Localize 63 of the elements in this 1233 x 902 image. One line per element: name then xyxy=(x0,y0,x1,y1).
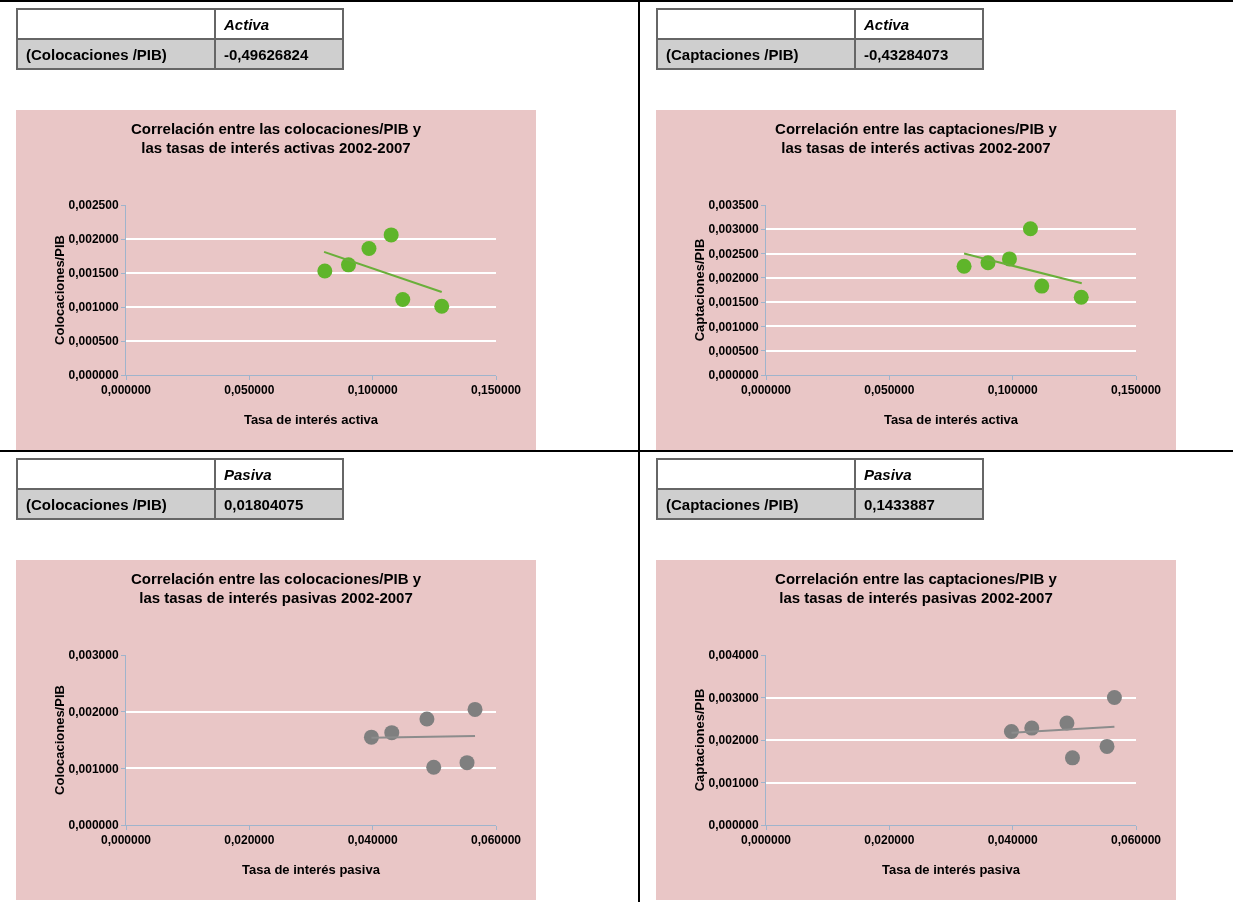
y-axis-title: Colocaciones/PIB xyxy=(51,235,67,345)
y-tick-label: 0,001000 xyxy=(708,775,759,790)
text: Activa xyxy=(215,9,343,39)
y-tick-label: 0,000000 xyxy=(708,368,759,383)
x-tick-label: 0,060000 xyxy=(1110,833,1162,848)
chart-title: Correlación entre las colocaciones/PIB y las tasas de interés pasivas 2002-2007 xyxy=(130,569,422,607)
x-tick-label: 0,050000 xyxy=(864,383,915,398)
y-tick-label: 0,001500 xyxy=(708,295,759,310)
y-tick-label: 0,004000 xyxy=(708,648,759,663)
x-tick-label: 0,060000 xyxy=(470,833,522,848)
y-tick-label: 0,001000 xyxy=(68,300,119,315)
y-tick-label: 0,003000 xyxy=(708,222,759,237)
text: 0,01804075 xyxy=(215,489,343,519)
chart-title: Correlación entre las captaciones/PIB y las tasas de interés pasivas 2002-2007 xyxy=(775,569,1058,607)
text: -0,43284073 xyxy=(855,39,983,69)
x-tick-label: 0,020000 xyxy=(224,833,275,848)
y-tick-label: 0,000000 xyxy=(68,368,119,383)
y-tick-label: 0,001500 xyxy=(68,266,119,281)
text: Pasiva xyxy=(215,459,343,489)
x-tick-label: 0,040000 xyxy=(987,833,1039,848)
y-tick-label: 0,002000 xyxy=(708,271,759,286)
y-tick-label: 0,002000 xyxy=(68,232,119,247)
y-axis-title: Captaciones/PIB xyxy=(691,688,707,792)
y-tick-label: 0,000500 xyxy=(708,343,759,358)
x-tick-label: 0,000000 xyxy=(740,383,792,398)
text: 0,1433887 xyxy=(855,489,983,519)
text: (Captaciones /PIB) xyxy=(657,39,855,69)
y-tick-label: 0,001000 xyxy=(708,319,759,334)
y-axis-title: Captaciones/PIB xyxy=(691,238,707,342)
x-axis-title: Tasa de interés activa xyxy=(883,412,1019,427)
y-tick-label: 0,000500 xyxy=(68,334,119,349)
text: Activa xyxy=(855,9,983,39)
x-tick-label: 0,040000 xyxy=(347,833,399,848)
y-tick-label: 0,002500 xyxy=(68,198,119,213)
x-tick-label: 0,150000 xyxy=(1110,383,1162,398)
x-tick-label: 0,050000 xyxy=(224,383,275,398)
x-tick-label: 0,100000 xyxy=(987,383,1039,398)
x-tick-label: 0,100000 xyxy=(347,383,399,398)
x-tick-label: 0,000000 xyxy=(100,833,152,848)
y-tick-label: 0,003000 xyxy=(708,690,759,705)
text: -0,49626824 xyxy=(215,39,343,69)
chart-title: Correlación entre las captaciones/PIB y las tasas de interés activas 2002-2007 xyxy=(775,119,1058,157)
y-tick-label: 0,003500 xyxy=(708,198,759,213)
x-tick-label: 0,000000 xyxy=(740,833,792,848)
x-axis-title: Tasa de interés pasiva xyxy=(242,862,381,877)
x-tick-label: 0,000000 xyxy=(100,383,152,398)
y-tick-label: 0,003000 xyxy=(68,648,119,663)
text: (Captaciones /PIB) xyxy=(657,489,855,519)
y-axis-title: Colocaciones/PIB xyxy=(51,685,67,795)
x-tick-label: 0,150000 xyxy=(470,383,522,398)
y-tick-label: 0,001000 xyxy=(68,761,119,776)
x-axis-title: Tasa de interés activa xyxy=(243,412,379,427)
x-axis-title: Tasa de interés pasiva xyxy=(882,862,1021,877)
text: Pasiva xyxy=(855,459,983,489)
y-tick-label: 0,002000 xyxy=(68,704,119,719)
y-tick-label: 0,000000 xyxy=(68,818,119,833)
y-tick-label: 0,002000 xyxy=(708,733,759,748)
y-tick-label: 0,000000 xyxy=(708,818,759,833)
chart-title: Correlación entre las colocaciones/PIB y las tasas de interés activas 2002-2007 xyxy=(130,119,422,157)
text: (Colocaciones /PIB) xyxy=(17,489,215,519)
x-tick-label: 0,020000 xyxy=(864,833,915,848)
text: (Colocaciones /PIB) xyxy=(17,39,215,69)
y-tick-label: 0,002500 xyxy=(708,246,759,261)
